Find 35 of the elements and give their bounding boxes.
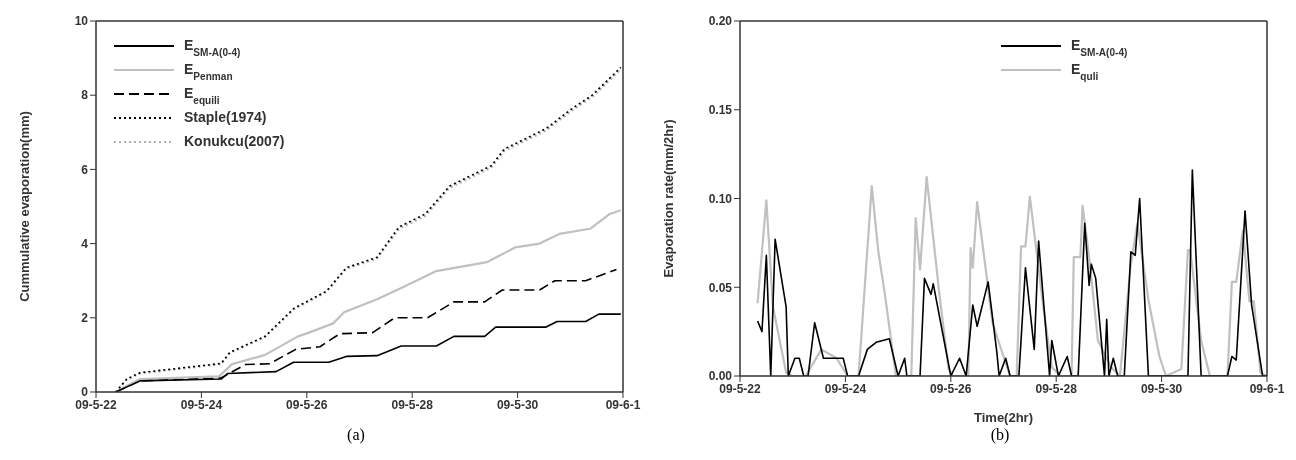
x-tick-label: 09-5-28 xyxy=(1035,381,1078,396)
y-tick-label: 0.20 xyxy=(708,14,733,29)
y-tick-label: 8 xyxy=(81,88,89,103)
y-tick-label: 0.00 xyxy=(708,369,733,384)
x-tick-label: 09-5-30 xyxy=(496,397,539,412)
text: (b) xyxy=(989,426,1011,444)
y-tick-label: 6 xyxy=(81,162,89,177)
y-tick-label: 0 xyxy=(81,385,89,400)
x-tick-label: 09-5-26 xyxy=(930,381,972,396)
y-tick-label: 0.15 xyxy=(708,103,733,118)
legend-label: Konukcu(2007) xyxy=(184,133,285,149)
y-tick-label: 0.10 xyxy=(708,191,733,206)
y-tick-label: 4 xyxy=(81,236,89,251)
legend-label: E$_{SM-A(0-4)}$ xyxy=(1071,37,1128,58)
legend-label: E$_{Penman}$ xyxy=(184,61,233,82)
x-tick-label: 09-5-26 xyxy=(286,397,328,412)
y-axis-title: Cummulative evaporation(mm) xyxy=(16,111,32,302)
x-tick-label: 09-5-28 xyxy=(391,397,434,412)
x-tick-label: 09-6-1 xyxy=(1249,381,1285,396)
legend-label: E$_{equili}$ xyxy=(184,85,220,106)
y-axis-title: Evaporation rate(mm/2hr) xyxy=(660,119,676,278)
y-tick-label: 2 xyxy=(81,311,89,326)
legend-label: E$_{SM-A(0-4)}$ xyxy=(184,37,241,58)
x-axis-title: Time(2hr) xyxy=(974,410,1033,425)
legend-label: Staple(1974) xyxy=(184,109,267,125)
x-tick-label: 09-5-30 xyxy=(1140,381,1183,396)
legend-label: E$_{quli}$ xyxy=(1071,61,1099,82)
x-tick-label: 09-6-1 xyxy=(605,397,641,412)
y-tick-label: 10 xyxy=(74,14,89,29)
x-tick-label: 09-5-24 xyxy=(824,381,867,396)
text: (a) xyxy=(346,426,366,444)
x-tick-label: 09-5-22 xyxy=(719,381,761,396)
x-tick-label: 09-5-24 xyxy=(180,397,223,412)
x-tick-label: 09-5-22 xyxy=(75,397,117,412)
y-tick-label: 0.05 xyxy=(708,280,733,295)
